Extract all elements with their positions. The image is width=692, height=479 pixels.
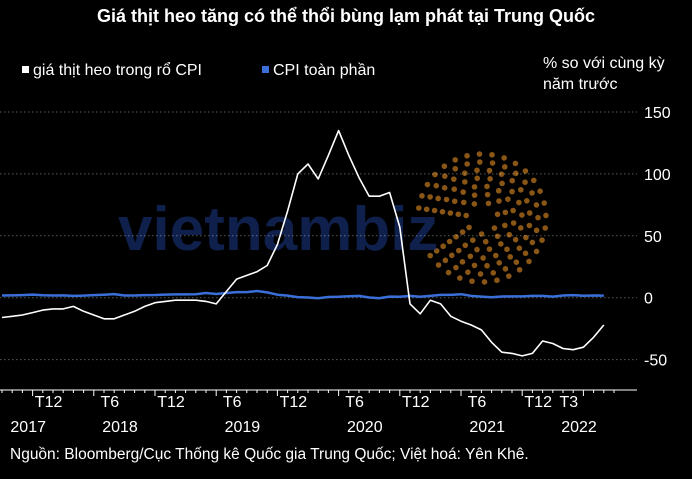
year-label: 2018 [102,419,138,436]
y-tick-label: 150 [644,105,671,122]
x-tick-label: T6 [345,394,364,411]
x-axis-ticks: T12 T6 T12 T6 T12 T6 T12 T6 T12 T3 2017 2018 2019 202… [1,390,615,436]
grid [0,111,637,391]
series-line-cpi [1,289,604,300]
x-tick-label: T12 [524,394,552,411]
legend-swatch-pork [22,66,29,73]
y-tick-label: 100 [644,167,671,184]
legend-item-pork: giá thịt heo trong rổ CPI [22,62,202,80]
year-label: 2020 [347,419,383,436]
x-tick-label: T3 [559,394,578,411]
legend-label-cpi: CPI toàn phần [273,62,376,79]
legend-item-cpi: CPI toàn phần [262,62,375,80]
x-tick-label: T12 [402,394,430,411]
y-axis-ticks: 150 100 50 0 -50 [644,105,671,370]
x-tick-label: T12 [35,394,63,411]
year-label: 2021 [469,419,505,436]
x-tick-label: T12 [280,394,308,411]
legend-swatch-cpi [262,66,269,73]
x-tick-label: T6 [100,394,119,411]
year-label: 2017 [10,419,46,436]
x-tick-label: T6 [468,394,487,411]
series-lines [1,129,605,357]
legend-label-pork: giá thịt heo trong rổ CPI [33,62,202,79]
y-tick-label: -50 [644,353,667,370]
y-tick-label: 50 [644,229,662,246]
x-tick-label: T6 [223,394,242,411]
x-tick-label: T12 [157,394,185,411]
source-note: Nguồn: Bloomberg/Cục Thống kê Quốc gia T… [10,446,529,463]
year-label: 2019 [225,419,261,436]
unit-label: % so với cùng kỳ năm trước [543,53,665,95]
y-tick-label: 0 [644,291,653,308]
unit-label-line-2: năm trước [543,76,618,93]
series-line-pork [1,129,605,357]
chart-title: Giá thịt heo tăng có thể thổi bùng lạm p… [97,6,595,26]
unit-label-line-1: % so với cùng kỳ [543,55,665,72]
year-label: 2022 [561,419,597,436]
